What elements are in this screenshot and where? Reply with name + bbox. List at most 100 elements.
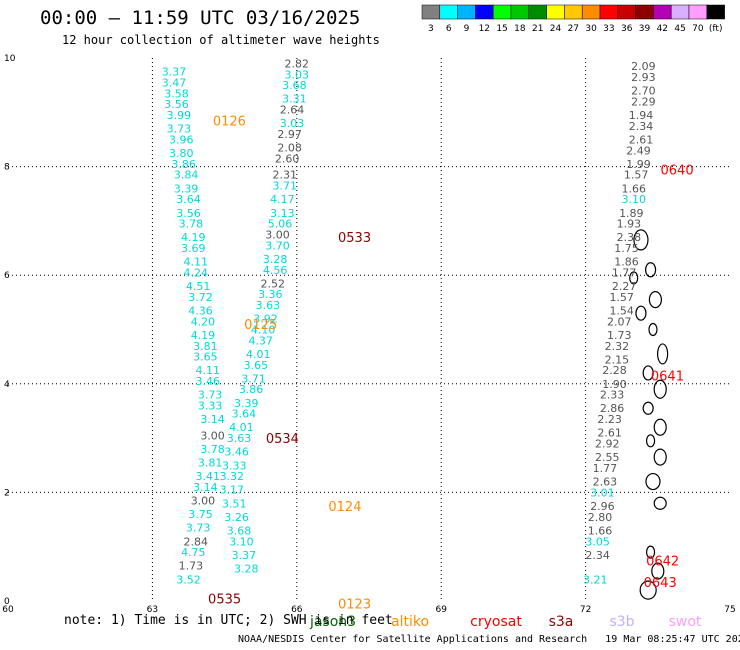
legend-swot: swot bbox=[669, 614, 702, 630]
credit-text: NOAA/NESDIS Center for Satellite Applica… bbox=[238, 634, 588, 645]
wave-height-reading: 3.00 bbox=[191, 495, 216, 508]
island-outline bbox=[645, 545, 656, 559]
wave-height-reading: 3.58 bbox=[164, 87, 189, 100]
wave-height-reading: 3.46 bbox=[196, 375, 221, 388]
wave-height-reading: 3.63 bbox=[256, 299, 281, 312]
map-title: 00:00 – 11:59 UTC 03/16/2025 bbox=[40, 7, 361, 29]
wave-height-reading: 1.57 bbox=[609, 291, 634, 304]
wave-height-reading: 3.36 bbox=[258, 288, 283, 301]
island-outline bbox=[642, 365, 654, 381]
wave-height-reading: 2.80 bbox=[588, 511, 613, 524]
wave-height-reading: 4.20 bbox=[191, 315, 216, 328]
wave-height-reading: 2.93 bbox=[631, 71, 656, 84]
wave-height-reading: 2.49 bbox=[626, 144, 651, 157]
island-outline bbox=[648, 291, 662, 309]
y-tick-label: 0 bbox=[4, 597, 10, 607]
wave-height-reading: 3.51 bbox=[222, 497, 247, 510]
x-tick-label: 60 bbox=[2, 605, 14, 615]
colorbar-swatch bbox=[510, 4, 530, 20]
wave-height-reading: 4.37 bbox=[248, 334, 273, 347]
wave-height-reading: 3.28 bbox=[234, 562, 259, 575]
wave-height-reading: 3.65 bbox=[244, 359, 269, 372]
wave-height-reading: 1.77 bbox=[593, 462, 618, 475]
colorbar-tick-label: 45 bbox=[674, 24, 685, 34]
wave-height-reading: 2.38 bbox=[617, 231, 642, 244]
wave-height-reading: 1.77 bbox=[612, 266, 637, 279]
wave-height-reading: 2.29 bbox=[631, 95, 656, 108]
wave-height-reading: 2.64 bbox=[280, 104, 305, 117]
wave-height-reading: 3.70 bbox=[265, 239, 290, 252]
y-tick-label: 6 bbox=[4, 271, 10, 281]
island-outline bbox=[639, 580, 657, 600]
coastline-islands bbox=[629, 229, 669, 600]
wave-height-reading: 3.03 bbox=[285, 68, 310, 81]
wave-height-reading: 3.84 bbox=[174, 169, 199, 182]
island-outline bbox=[629, 271, 639, 285]
wave-height-reading: 2.07 bbox=[607, 315, 632, 328]
wave-height-reading: 3.68 bbox=[227, 524, 252, 537]
wave-height-reading: 3.00 bbox=[265, 228, 290, 241]
island-outline bbox=[653, 448, 667, 466]
wave-height-reading: 3.32 bbox=[220, 470, 245, 483]
colorbar-swatch bbox=[670, 4, 690, 20]
colorbar-tick-label: 30 bbox=[585, 24, 597, 34]
wave-height-reading: 3.80 bbox=[169, 147, 194, 160]
wave-height-reading: 3.46 bbox=[224, 446, 249, 459]
wave-height-reading: 3.69 bbox=[181, 242, 206, 255]
wave-height-reading: 2.33 bbox=[600, 389, 625, 402]
wave-height-reading: 3.37 bbox=[232, 549, 257, 562]
wave-height-reading: 3.64 bbox=[176, 193, 201, 206]
island-outline bbox=[653, 418, 667, 436]
wave-height-reading: 1.73 bbox=[179, 560, 204, 573]
wave-height-reading: 3.28 bbox=[263, 253, 288, 266]
colorbar-tick-label: 27 bbox=[568, 24, 579, 34]
pass-time-label: 0640 bbox=[661, 163, 694, 178]
wave-height-reading: 3.00 bbox=[200, 429, 225, 442]
wave-height-reading: 2.82 bbox=[285, 57, 310, 70]
wave-height-reading: 3.73 bbox=[186, 522, 211, 535]
island-outline bbox=[635, 305, 647, 321]
wave-height-reading: 3.78 bbox=[179, 218, 204, 231]
wave-height-reading: 4.11 bbox=[196, 364, 221, 377]
legend-altiko: altiko bbox=[391, 614, 429, 630]
x-tick-label: 72 bbox=[580, 605, 591, 615]
pass-time-label: 0124 bbox=[328, 500, 361, 515]
wave-height-reading: 3.71 bbox=[241, 372, 266, 385]
wave-height-reading: 2.96 bbox=[590, 500, 615, 513]
island-outline bbox=[648, 322, 658, 337]
legend-s3b: s3b bbox=[609, 614, 634, 630]
colorbar-tick-label: 21 bbox=[532, 24, 543, 34]
island-outline bbox=[645, 434, 656, 448]
wave-height-reading: 4.36 bbox=[188, 304, 213, 317]
island-outline bbox=[633, 229, 649, 251]
colorbar-tick-label: 18 bbox=[514, 24, 526, 34]
x-tick-label: 66 bbox=[291, 605, 303, 615]
colorbar-swatch bbox=[439, 4, 458, 20]
wave-height-reading: 2.60 bbox=[275, 152, 300, 165]
wave-height-reading: 4.56 bbox=[263, 264, 288, 277]
x-tick-label: 69 bbox=[435, 605, 447, 615]
wave-height-reading: 1.94 bbox=[629, 109, 654, 122]
colorbar-swatch bbox=[581, 4, 601, 20]
wave-height-reading: 3.13 bbox=[270, 207, 295, 220]
wave-height-reading: 4.17 bbox=[270, 193, 295, 206]
colorbar-swatch bbox=[546, 4, 565, 20]
wave-height-reading: 1.90 bbox=[602, 378, 627, 391]
wave-height-reading: 3.33 bbox=[222, 459, 247, 472]
wave-height-reading: 1.86 bbox=[614, 256, 639, 269]
colorbar-tick-label: 3 bbox=[428, 24, 434, 34]
y-tick-label: 2 bbox=[4, 488, 10, 498]
colorbar-tick-label: 9 bbox=[464, 24, 470, 34]
wave-height-reading: 3.73 bbox=[167, 123, 192, 136]
wave-height-reading: 3.99 bbox=[167, 109, 192, 122]
pass-time-label: 0533 bbox=[338, 231, 371, 246]
island-outline bbox=[653, 496, 667, 510]
colorbar-tick-label: 24 bbox=[550, 24, 562, 34]
wave-height-reading: 3.39 bbox=[234, 397, 259, 410]
x-tick-label: 63 bbox=[147, 605, 158, 615]
wave-height-reading: 3.73 bbox=[198, 389, 223, 402]
island-outline bbox=[642, 401, 654, 415]
wave-height-reading: 2.63 bbox=[593, 476, 618, 489]
colorbar: 3 6 9 12 15 18 21 24 27 30 33 36 39 42 45 70 (ft) bbox=[421, 4, 725, 34]
colorbar-tick-label: 33 bbox=[603, 24, 614, 34]
